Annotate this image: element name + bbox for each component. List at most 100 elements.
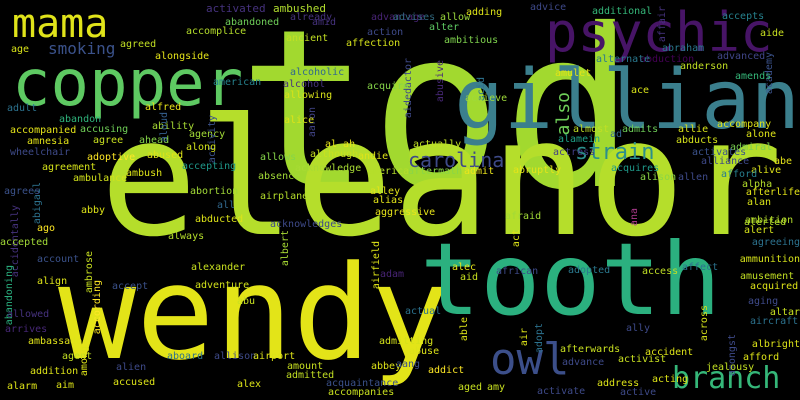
cloud-word: along — [186, 142, 217, 153]
cloud-word: abbey — [371, 361, 402, 372]
cloud-word: copper — [12, 47, 244, 121]
cloud-word: afterwards — [560, 344, 621, 355]
cloud-word: allows — [260, 152, 297, 163]
cloud-word: admit — [464, 166, 495, 177]
cloud-word: adam — [380, 269, 405, 280]
cloud-word: alien — [116, 362, 147, 373]
cloud-word: alan — [747, 197, 772, 208]
cloud-word: wheelchair — [10, 147, 71, 158]
cloud-word: albright — [751, 339, 800, 350]
cloud-word: agency — [189, 129, 226, 140]
cloud-word: almost — [573, 124, 610, 135]
cloud-word: aging — [748, 296, 779, 307]
cloud-word: agreement — [42, 162, 97, 173]
cloud-word: adventure — [195, 280, 250, 291]
cloud-word: ambassador — [28, 336, 89, 347]
cloud-word: abby — [81, 205, 106, 216]
cloud-word: accident — [645, 347, 694, 358]
cloud-word: alive — [751, 165, 782, 176]
cloud-word: al ah — [325, 139, 356, 150]
cloud-word: accompanied — [10, 125, 77, 136]
cloud-word: anderson — [680, 61, 729, 72]
cloud-word: allison — [214, 351, 257, 362]
cloud-word: aang — [396, 359, 421, 370]
cloud-word: acquired — [750, 281, 799, 292]
cloud-word: aid — [460, 272, 479, 283]
cloud-word: wendy — [58, 237, 450, 389]
cloud-word: airplane — [260, 191, 309, 202]
cloud-word: alley — [370, 186, 401, 197]
cloud-word: advance — [562, 357, 605, 368]
cloud-word: abusive — [435, 60, 446, 103]
cloud-word: alfred — [145, 102, 182, 113]
cloud-word: admitted — [286, 370, 335, 381]
cloud-word: according — [92, 280, 103, 335]
cloud-word: ahead — [139, 135, 170, 146]
cloud-word: abortion — [190, 186, 239, 197]
cloud-word: alter — [429, 22, 460, 33]
cloud-word: ambitious — [444, 35, 499, 46]
cloud-word: strain — [575, 140, 655, 165]
cloud-word: age — [11, 44, 30, 55]
cloud-word: accepted — [0, 237, 49, 248]
cloud-word: among — [79, 346, 90, 377]
cloud-word: act — [511, 229, 522, 248]
cloud-word: afford — [721, 169, 758, 180]
cloud-word: accepting — [182, 161, 237, 172]
cloud-word: advises — [393, 12, 436, 23]
cloud-word: smoking — [48, 39, 116, 58]
cloud-word: activity — [207, 115, 218, 164]
cloud-word: ace — [631, 85, 650, 96]
cloud-word: acquire — [367, 81, 410, 92]
cloud-word: alert — [744, 225, 775, 236]
cloud-word: also — [553, 92, 574, 136]
cloud-word: already — [290, 12, 333, 23]
cloud-word: affection — [346, 38, 401, 49]
cloud-word: activist — [618, 354, 667, 365]
cloud-word: ally — [626, 323, 651, 334]
cloud-word: carolina — [408, 148, 505, 172]
cloud-word: albert — [280, 230, 291, 267]
cloud-word: adopt — [534, 323, 545, 354]
cloud-word: affect — [682, 262, 719, 273]
cloud-word: alone — [746, 129, 777, 140]
cloud-word: airport — [253, 351, 296, 362]
cloud-word: aim — [56, 380, 75, 391]
cloud-word: alcohol — [283, 79, 326, 90]
cloud-word: actual — [405, 306, 442, 317]
cloud-word: activate — [537, 386, 586, 397]
cloud-word: accepts — [722, 11, 765, 22]
cloud-word: ambulance — [73, 173, 128, 184]
cloud-word: accept — [112, 281, 149, 292]
cloud-word: amends — [735, 71, 772, 82]
cloud-word: amusement — [740, 271, 795, 282]
cloud-word: aboard — [167, 351, 204, 362]
cloud-word: adoptive — [87, 152, 136, 163]
cloud-word: abducts — [676, 135, 719, 146]
cloud-word: tod — [238, 0, 636, 238]
cloud-word: ana — [629, 208, 640, 227]
cloud-word: adding — [466, 7, 503, 18]
cloud-word: abandon — [59, 114, 102, 125]
cloud-word: advanced — [717, 51, 766, 62]
cloud-word: advantage — [371, 12, 426, 23]
cloud-word: admitting — [379, 336, 434, 347]
cloud-word: agreed — [120, 39, 157, 50]
cloud-word: allowed — [7, 309, 50, 320]
cloud-word: tooth — [420, 221, 722, 338]
cloud-word: abraham — [662, 43, 705, 54]
cloud-word: admiral — [730, 142, 773, 153]
cloud-word: acquires — [611, 163, 660, 174]
cloud-word: abducted — [195, 214, 244, 225]
cloud-word: accused — [113, 377, 156, 388]
cloud-word: alison — [640, 172, 677, 183]
cloud-word: agreeing — [751, 237, 800, 248]
cloud-word: arrives — [5, 324, 48, 335]
cloud-word: aftermath — [408, 166, 463, 177]
cloud-word: alliance — [701, 156, 750, 167]
cloud-word: abu — [237, 296, 256, 307]
cloud-word: addition — [30, 366, 79, 377]
cloud-word: alexander — [191, 262, 246, 273]
cloud-word: ambush — [126, 168, 163, 179]
cloud-word: abe — [774, 156, 793, 167]
